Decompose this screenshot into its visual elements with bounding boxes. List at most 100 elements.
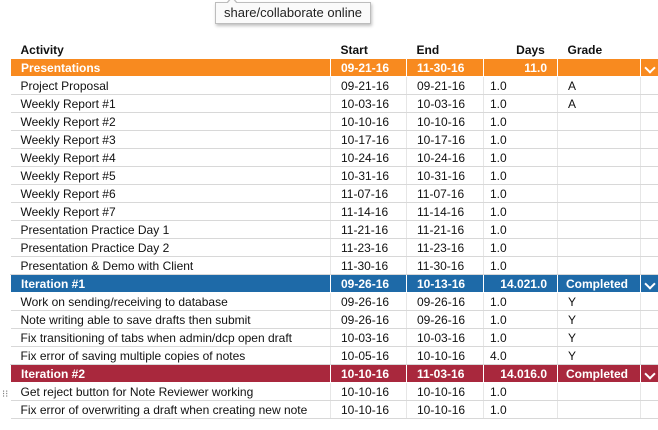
activity-cell[interactable]: Weekly Report #6 <box>10 184 331 203</box>
activity-column-header[interactable]: Activity <box>10 40 331 59</box>
group-menu-button[interactable] <box>640 274 658 293</box>
activity-cell[interactable]: Weekly Report #7 <box>10 202 331 221</box>
group-menu-button[interactable] <box>640 59 658 77</box>
activity-cell[interactable]: Weekly Report #3 <box>10 130 331 149</box>
activity-cell[interactable]: Weekly Report #1 <box>10 94 331 113</box>
start-cell[interactable]: 09-26-16 <box>330 292 407 311</box>
end-cell[interactable]: 11-30-16 <box>406 256 484 275</box>
days-cell[interactable]: 1.0 <box>483 382 558 401</box>
group-menu-button[interactable] <box>640 364 658 383</box>
grade-cell[interactable]: Y <box>557 328 641 347</box>
table-row[interactable]: Get reject button for Note Reviewer work… <box>10 382 658 401</box>
days-cell[interactable]: 1.0 <box>483 166 558 185</box>
end-cell[interactable]: 09-26-16 <box>406 310 484 329</box>
start-cell[interactable]: 11-21-16 <box>330 220 407 239</box>
table-row[interactable]: Presentation & Demo with Client 11-30-16 1… <box>10 256 658 275</box>
end-column-header[interactable]: End <box>406 40 484 59</box>
end-cell[interactable]: 10-31-16 <box>406 166 484 185</box>
start-cell[interactable]: 10-10-16 <box>330 112 407 131</box>
table-row[interactable]: Fix error of overwriting a draft when cr… <box>10 400 658 419</box>
table-row[interactable]: Fix transitioning of tabs when admin/dcp… <box>10 328 658 347</box>
table-row[interactable]: Weekly Report #2 10-10-16 10-10-16 1.0 <box>10 112 658 131</box>
table-row[interactable]: Weekly Report #1 10-03-16 10-03-16 1.0 A <box>10 94 658 113</box>
grade-cell[interactable] <box>557 166 641 185</box>
end-cell[interactable]: 10-17-16 <box>406 130 484 149</box>
table-row[interactable]: Weekly Report #6 11-07-16 11-07-16 1.0 <box>10 184 658 203</box>
days-cell[interactable]: 1.0 <box>483 328 558 347</box>
grade-cell[interactable] <box>557 382 641 401</box>
grade-column-header[interactable]: Grade <box>557 40 641 59</box>
activity-cell[interactable]: Presentation Practice Day 1 <box>10 220 331 239</box>
start-cell[interactable]: 10-03-16 <box>330 94 407 113</box>
activity-cell[interactable]: Fix error of overwriting a draft when cr… <box>10 400 331 419</box>
grade-cell[interactable]: Y <box>557 346 641 365</box>
grade-cell[interactable] <box>557 130 641 149</box>
activity-cell[interactable]: Get reject button for Note Reviewer work… <box>10 382 331 401</box>
days-cell[interactable]: 1.0 <box>483 238 558 257</box>
days-cell[interactable]: 4.0 <box>483 346 558 365</box>
end-cell[interactable]: 11-14-16 <box>406 202 484 221</box>
activity-cell[interactable]: Fix transitioning of tabs when admin/dcp… <box>10 328 331 347</box>
days-cell[interactable]: 1.0 <box>483 310 558 329</box>
activity-cell[interactable]: Presentation & Demo with Client <box>10 256 331 275</box>
table-row[interactable]: Fix error of saving multiple copies of n… <box>10 346 658 365</box>
activity-cell[interactable]: Weekly Report #2 <box>10 112 331 131</box>
start-cell[interactable]: 10-17-16 <box>330 130 407 149</box>
days-cell[interactable]: 1.0 <box>483 202 558 221</box>
table-row[interactable]: Work on sending/receiving to database 09-… <box>10 292 658 311</box>
days-cell[interactable]: 1.0 <box>483 94 558 113</box>
grade-cell[interactable] <box>557 112 641 131</box>
end-cell[interactable]: 10-10-16 <box>406 346 484 365</box>
days-cell[interactable]: 1.0 <box>483 148 558 167</box>
days-cell[interactable]: 1.0 <box>483 292 558 311</box>
days-cell[interactable]: 1.0 <box>483 400 558 419</box>
start-column-header[interactable]: Start <box>330 40 407 59</box>
activity-cell[interactable]: Project Proposal <box>10 76 331 95</box>
table-row[interactable]: Weekly Report #3 10-17-16 10-17-16 1.0 <box>10 130 658 149</box>
table-row[interactable]: Weekly Report #7 11-14-16 11-14-16 1.0 <box>10 202 658 221</box>
start-cell[interactable]: 11-14-16 <box>330 202 407 221</box>
grade-cell[interactable] <box>557 220 641 239</box>
grade-cell[interactable] <box>557 256 641 275</box>
end-cell[interactable]: 09-21-16 <box>406 76 484 95</box>
days-cell[interactable]: 1.0 <box>483 76 558 95</box>
grade-cell[interactable]: Y <box>557 292 641 311</box>
end-cell[interactable]: 10-03-16 <box>406 94 484 113</box>
end-cell[interactable]: 11-21-16 <box>406 220 484 239</box>
start-cell[interactable]: 11-23-16 <box>330 238 407 257</box>
start-cell[interactable]: 09-21-16 <box>330 76 407 95</box>
start-cell[interactable]: 10-03-16 <box>330 328 407 347</box>
end-cell[interactable]: 09-26-16 <box>406 292 484 311</box>
table-row[interactable]: Presentation Practice Day 2 11-23-16 11-23… <box>10 238 658 257</box>
table-row[interactable]: Presentation Practice Day 1 11-21-16 11-21… <box>10 220 658 239</box>
drag-handle-icon[interactable]: ⁝⁝ <box>2 389 9 400</box>
grade-cell[interactable] <box>557 238 641 257</box>
grade-cell[interactable] <box>557 400 641 419</box>
end-cell[interactable]: 10-03-16 <box>406 328 484 347</box>
days-cell[interactable]: 1.0 <box>483 112 558 131</box>
group-row[interactable]: Iteration #2 10-10-16 11-03-16 14.016.0 Comp… <box>10 364 658 383</box>
table-row[interactable]: Note writing able to save drafts then su… <box>10 310 658 329</box>
days-column-header[interactable]: Days <box>483 40 558 59</box>
days-cell[interactable]: 1.0 <box>483 220 558 239</box>
days-cell[interactable]: 1.0 <box>483 130 558 149</box>
start-cell[interactable]: 09-26-16 <box>330 310 407 329</box>
start-cell[interactable]: 11-07-16 <box>330 184 407 203</box>
grade-cell[interactable] <box>557 202 641 221</box>
grade-cell[interactable] <box>557 148 641 167</box>
grade-cell[interactable]: Y <box>557 310 641 329</box>
activity-cell[interactable]: Weekly Report #4 <box>10 148 331 167</box>
end-cell[interactable]: 11-23-16 <box>406 238 484 257</box>
start-cell[interactable]: 10-31-16 <box>330 166 407 185</box>
start-cell[interactable]: 10-10-16 <box>330 400 407 419</box>
grade-cell[interactable] <box>557 184 641 203</box>
end-cell[interactable]: 10-10-16 <box>406 400 484 419</box>
table-row[interactable]: Weekly Report #4 10-24-16 10-24-16 1.0 <box>10 148 658 167</box>
end-cell[interactable]: 10-24-16 <box>406 148 484 167</box>
start-cell[interactable]: 10-05-16 <box>330 346 407 365</box>
activity-cell[interactable]: Weekly Report #5 <box>10 166 331 185</box>
group-row[interactable]: Presentations 09-21-16 11-30-16 11.0 <box>10 59 658 77</box>
grade-cell[interactable]: A <box>557 76 641 95</box>
end-cell[interactable]: 10-10-16 <box>406 112 484 131</box>
group-row[interactable]: Iteration #1 09-26-16 10-13-16 14.021.0 Comp… <box>10 274 658 293</box>
